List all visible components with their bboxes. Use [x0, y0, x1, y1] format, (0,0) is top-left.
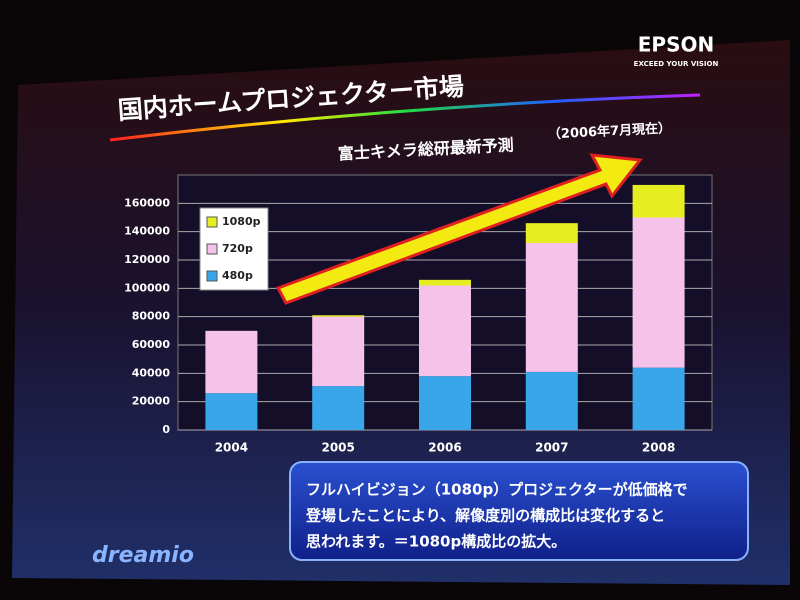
y-tick-label: 20000: [132, 395, 171, 408]
brand-tagline: EXCEED YOUR VISION: [634, 60, 719, 68]
y-tick-label: 0: [162, 423, 170, 436]
bar-segment: [205, 330, 258, 394]
x-tick-label: 2006: [428, 441, 461, 455]
bar-segment: [632, 367, 685, 430]
legend-label: 480p: [222, 269, 253, 282]
trend-arrow: [275, 153, 643, 305]
bar-segment: [525, 243, 578, 372]
y-tick-label: 160000: [124, 196, 170, 209]
brand: EPSON: [638, 33, 714, 57]
bar-segment: [525, 223, 578, 243]
legend-swatch: [206, 243, 218, 255]
bar-segment: [312, 386, 365, 430]
legend-swatch: [206, 216, 218, 228]
bar-segment: [312, 316, 365, 387]
subtitle-date: （2006年7月現在）: [548, 120, 672, 142]
bar-segment: [419, 279, 471, 286]
y-tick-label: 140000: [124, 225, 170, 238]
bar-segment: [525, 371, 578, 430]
y-tick-label: 100000: [124, 281, 170, 294]
note-line: 登場したことにより、解像度別の構成比は変化すると: [305, 507, 665, 525]
x-tick-label: 2007: [535, 441, 568, 455]
legend-label: 1080p: [222, 215, 261, 228]
x-tick-label: 2008: [642, 441, 675, 455]
bar-segment: [632, 184, 685, 218]
chart: 0 20000 40000 60000 80000 100000 120000 140000 1…: [124, 184, 712, 455]
legend-label: 720p: [222, 242, 253, 255]
note-line: フルハイビジョン（1080p）プロジェクターが低価格で: [306, 481, 688, 499]
x-tick-label: 2005: [321, 441, 354, 455]
y-tick-label: 60000: [132, 338, 171, 351]
bar-segment: [419, 376, 471, 430]
bar-segment: [312, 315, 365, 317]
x-tick-label: 2004: [215, 441, 248, 455]
legend-swatch: [206, 270, 218, 282]
y-tick-label: 120000: [124, 253, 170, 266]
note-box: [289, 461, 749, 561]
y-tick-label: 80000: [132, 310, 171, 323]
rainbow-line: [109, 93, 701, 142]
product-logo: dreamio: [92, 543, 194, 568]
bar-segment: [632, 217, 685, 368]
bar-segment: [419, 285, 471, 377]
y-tick-label: 40000: [132, 366, 171, 379]
bar-segment: [205, 393, 258, 430]
note-line: 思われます。＝1080p構成比の拡大。: [306, 533, 566, 551]
